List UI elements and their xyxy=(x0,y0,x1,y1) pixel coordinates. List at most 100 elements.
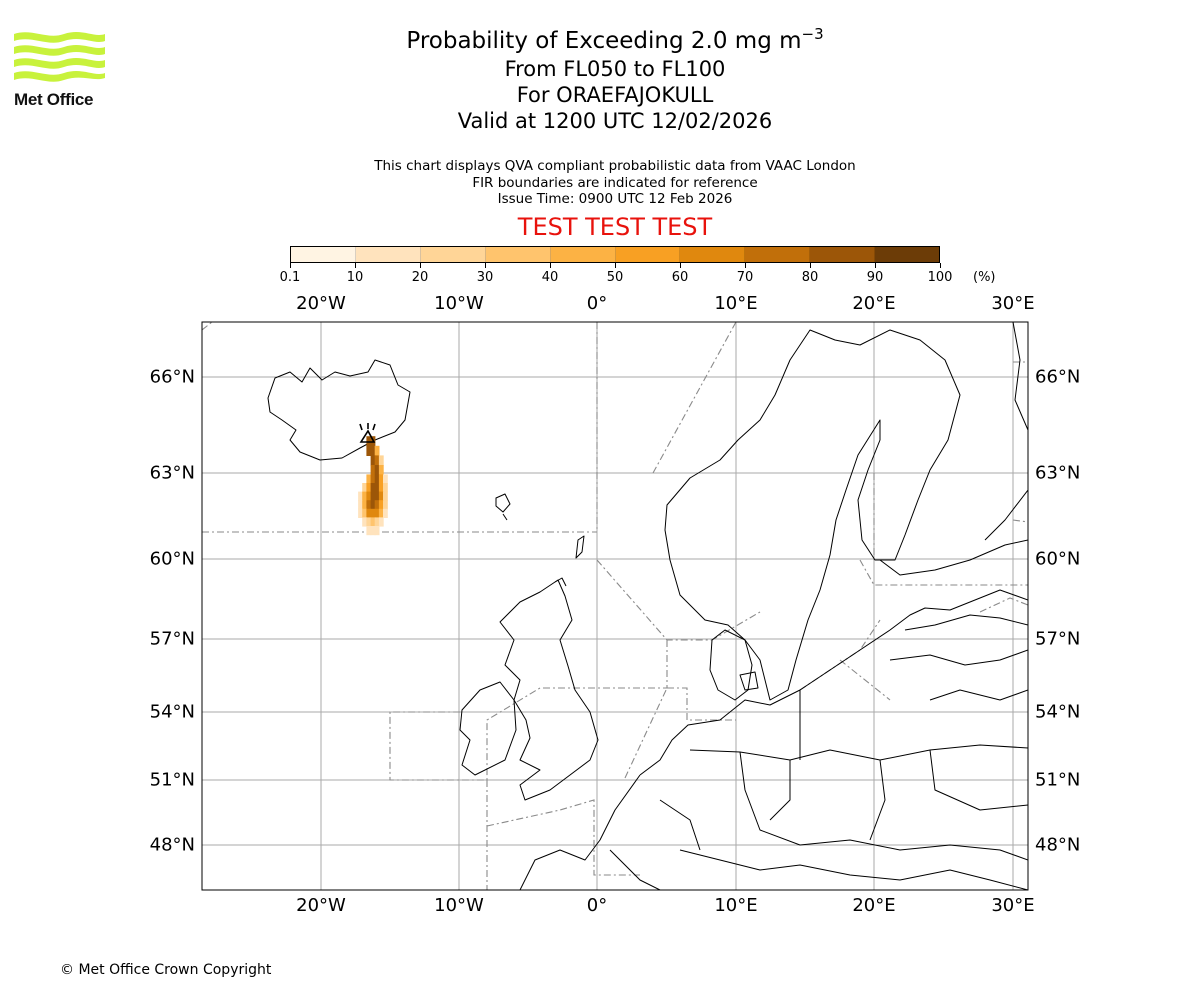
colorbar-tick xyxy=(550,263,551,268)
lat-label-left: 66°N xyxy=(149,366,195,388)
lon-label-top: 30°E xyxy=(991,293,1035,314)
plume-cell xyxy=(378,508,384,518)
volcano-triangle-icon xyxy=(359,423,376,443)
lon-label-bottom: 0° xyxy=(586,895,608,916)
lat-label-left: 63°N xyxy=(149,462,195,484)
lat-label-right: 57°N xyxy=(1035,628,1081,650)
plume-cell xyxy=(362,508,367,518)
colorbar-segment xyxy=(485,247,551,262)
plume-cell xyxy=(378,465,384,475)
lon-label-bottom: 30°E xyxy=(991,895,1035,916)
lat-label-left: 48°N xyxy=(149,834,195,856)
plume-cell xyxy=(362,483,367,493)
colorbar-tick xyxy=(485,263,486,268)
plume-cell xyxy=(383,491,388,501)
plume-cell xyxy=(370,508,376,518)
plume-cell xyxy=(370,474,376,484)
colorbar-tick xyxy=(875,263,876,268)
colorbar-segment xyxy=(745,247,811,262)
plume-cell xyxy=(378,517,384,527)
plume-cell xyxy=(370,526,376,536)
logo-text: Met Office xyxy=(14,90,94,109)
lat-label-right: 48°N xyxy=(1035,834,1081,856)
lon-label-bottom: 20°W xyxy=(296,895,346,916)
colorbar-tick-label: 30 xyxy=(476,270,494,285)
graticule xyxy=(202,322,1028,890)
colorbar-tick xyxy=(355,263,356,268)
colorbar-tick xyxy=(615,263,616,268)
colorbar-tick-label: 10 xyxy=(346,270,364,285)
plume-cell xyxy=(383,474,388,484)
lat-label-left: 54°N xyxy=(149,701,195,723)
lat-label-left: 51°N xyxy=(149,769,195,791)
plume-cell xyxy=(366,500,372,510)
lat-label-right: 63°N xyxy=(1035,462,1081,484)
lon-label-top: 20°E xyxy=(852,293,896,314)
colorbar-tick-label: 80 xyxy=(801,270,819,285)
lat-label-right: 54°N xyxy=(1035,701,1081,723)
colorbar-tick xyxy=(420,263,421,268)
map-background xyxy=(202,322,1028,890)
plume-cell xyxy=(374,474,380,484)
lon-label-top: 0° xyxy=(586,293,608,314)
plume-cell xyxy=(358,500,363,510)
title-exponent: −3 xyxy=(801,25,824,43)
plume-cell xyxy=(370,500,376,510)
lon-label-bottom: 10°W xyxy=(434,895,484,916)
lat-label-right: 60°N xyxy=(1035,548,1081,570)
description-line-1: This chart displays QVA compliant probab… xyxy=(374,158,856,174)
colorbar-segment xyxy=(550,247,616,262)
colorbar-tick-label: 20 xyxy=(411,270,429,285)
colorbar-tick xyxy=(680,263,681,268)
plume-cell xyxy=(370,465,376,475)
fir-boundaries xyxy=(202,322,1028,890)
plume-cell xyxy=(383,483,388,493)
plume-cell xyxy=(362,491,367,501)
colorbar-segment xyxy=(680,247,746,262)
plume-cell xyxy=(370,445,376,456)
test-label: TEST TEST TEST xyxy=(517,213,713,241)
copyright: © Met Office Crown Copyright xyxy=(60,962,272,978)
colorbar-tick xyxy=(745,263,746,268)
plume-cell xyxy=(374,508,380,518)
colorbar xyxy=(290,246,940,263)
plume-cell xyxy=(358,508,363,518)
plume-cell xyxy=(374,526,380,536)
lon-label-top: 10°E xyxy=(714,293,758,314)
plume-cell xyxy=(366,491,372,501)
plume-cell xyxy=(378,483,384,493)
colorbar-tick xyxy=(290,263,291,268)
plume-cell xyxy=(374,500,380,510)
plume-cell xyxy=(374,445,380,456)
colorbar-tick-label: 40 xyxy=(541,270,559,285)
colorbar-segment xyxy=(615,247,681,262)
plume-cell xyxy=(378,455,384,466)
colorbar-segment xyxy=(291,247,356,262)
plume-cell xyxy=(378,500,384,510)
plume-cell xyxy=(366,508,372,518)
lon-label-top: 20°W xyxy=(296,293,346,314)
plume-cell xyxy=(370,455,376,466)
plume-cell xyxy=(358,491,363,501)
colorbar-tick xyxy=(940,263,941,268)
plume-cell xyxy=(370,491,376,501)
colorbar-tick xyxy=(810,263,811,268)
colorbar-tick-label: 100 xyxy=(927,270,953,285)
chart-titles: Probability of Exceeding 2.0 mg m−3 From… xyxy=(230,26,1000,134)
plume-cell xyxy=(374,491,380,501)
lon-label-bottom: 10°E xyxy=(714,895,758,916)
plume-cell xyxy=(366,526,372,536)
lon-label-top: 10°W xyxy=(434,293,484,314)
plume-cell xyxy=(374,483,380,493)
title-line-4: Valid at 1200 UTC 12/02/2026 xyxy=(457,109,773,133)
title-line-1: Probability of Exceeding 2.0 mg m−3 xyxy=(406,25,824,55)
colorbar-segment xyxy=(875,247,940,262)
title-line-2: From FL050 to FL100 xyxy=(504,57,726,81)
plume-cell xyxy=(366,474,372,484)
lon-label-bottom: 20°E xyxy=(852,895,896,916)
colorbar-tick-label: 70 xyxy=(736,270,754,285)
colorbar-segment xyxy=(420,247,486,262)
description-line-2: FIR boundaries are indicated for referen… xyxy=(472,174,758,191)
description-line-3: Issue Time: 0900 UTC 12 Feb 2026 xyxy=(497,191,733,207)
